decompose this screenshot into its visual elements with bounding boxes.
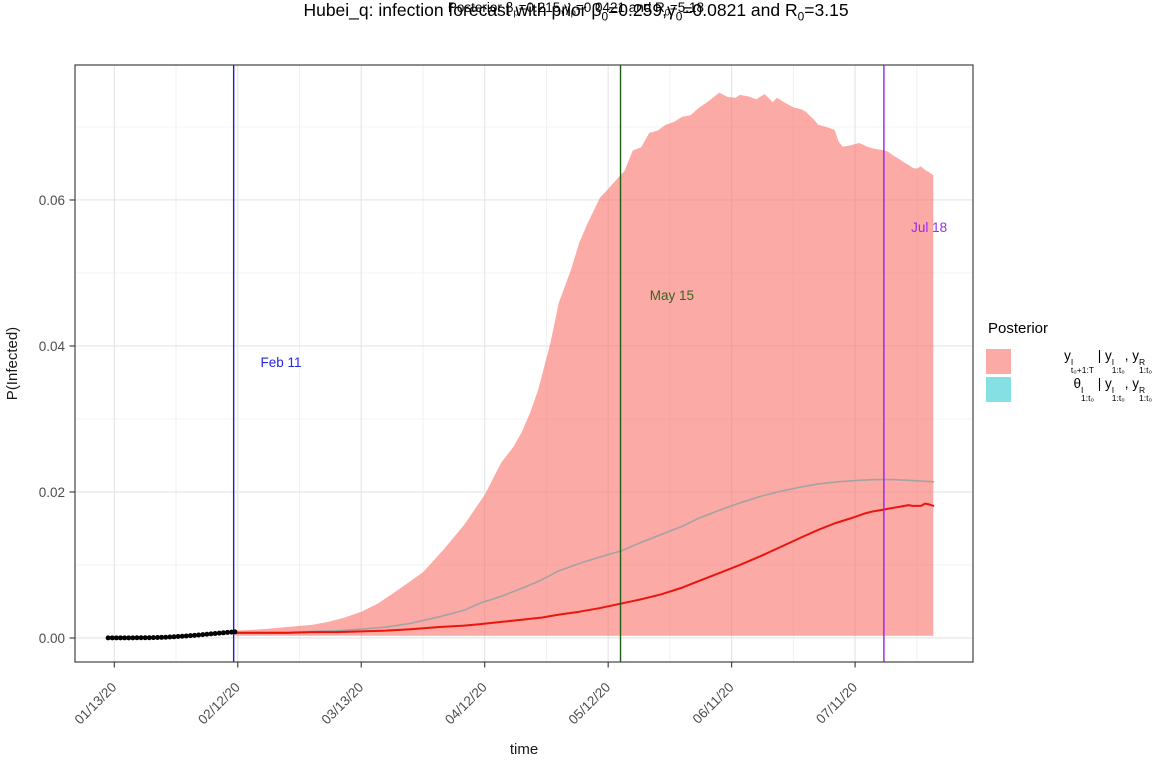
svg-text:01/13/20: 01/13/20 [72, 680, 120, 728]
svg-text:Jul 18: Jul 18 [911, 220, 947, 235]
x-axis-title: time [510, 741, 538, 758]
median-line [234, 502, 935, 634]
svg-text:0.04: 0.04 [39, 339, 66, 354]
svg-text:0.00: 0.00 [39, 631, 65, 646]
svg-text:07/11/20: 07/11/20 [813, 680, 860, 727]
y-axis-tick-labels: 0.00 0.02 0.04 0.06 [39, 193, 66, 646]
event-labels: Feb 11 May 15 Jul 18 [260, 220, 947, 370]
svg-text:0.06: 0.06 [39, 193, 65, 208]
theta-band-swatch [986, 376, 1011, 402]
chart-subtitle: Posterior βp=0.215,γp=0.0421 and R0=5.18 [447, 0, 705, 18]
svg-text:0.02: 0.02 [39, 485, 65, 500]
event-vlines [232, 65, 885, 662]
svg-text:Feb 11: Feb 11 [260, 355, 301, 370]
svg-text:03/13/20: 03/13/20 [319, 680, 367, 728]
y-axis-title: P(Infected) [4, 327, 21, 400]
panel-border [74, 64, 974, 663]
svg-text:05/12/20: 05/12/20 [566, 680, 614, 728]
observed-points [105, 629, 238, 641]
legend-title: Posterior [988, 320, 1049, 337]
x-axis-tick-labels: 01/13/20 02/12/20 03/13/20 04/12/20 05/12/20… [72, 680, 861, 728]
legend-entry-theta: θ I 1:t₀ | y I 1:t₀, y R 1:t₀ [986, 375, 1152, 403]
chart-title: Hubei_q: infection forecast with prior β… [303, 0, 849, 24]
svg-text:May 15: May 15 [650, 288, 694, 303]
forecast-ribbon [235, 92, 934, 636]
axis-tick-marks [69, 199, 856, 668]
svg-text:04/12/20: 04/12/20 [442, 680, 490, 728]
forecast-band-swatch [986, 348, 1011, 374]
legend-entry-theta-label: θ I 1:t₀ | y I 1:t₀, y R 1:t₀ [1073, 376, 1152, 403]
svg-text:06/11/20: 06/11/20 [690, 680, 737, 727]
svg-text:02/12/20: 02/12/20 [195, 680, 243, 728]
